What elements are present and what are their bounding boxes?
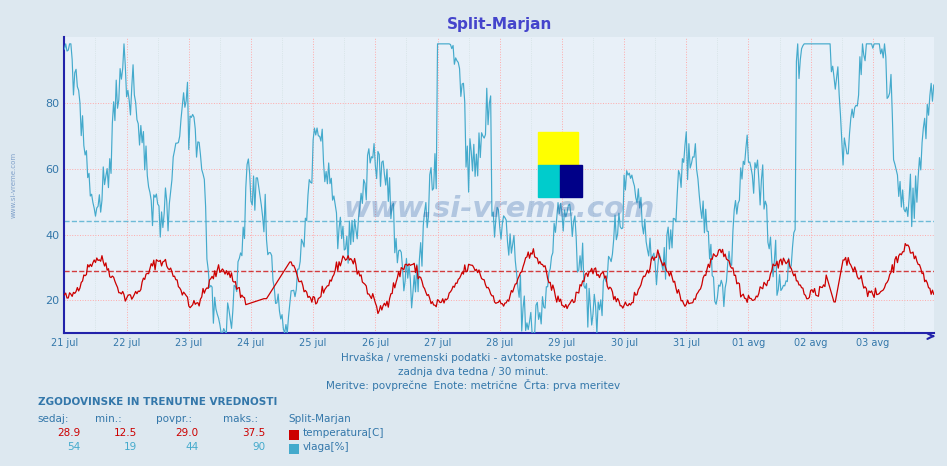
Text: ZGODOVINSKE IN TRENUTNE VREDNOSTI: ZGODOVINSKE IN TRENUTNE VREDNOSTI: [38, 397, 277, 407]
Bar: [560, 164, 581, 197]
Text: maks.:: maks.:: [223, 414, 258, 424]
Text: povpr.:: povpr.:: [156, 414, 192, 424]
Title: Split-Marjan: Split-Marjan: [446, 17, 552, 32]
Bar: [538, 164, 560, 197]
Text: 28.9: 28.9: [57, 428, 80, 438]
Text: www.si-vreme.com: www.si-vreme.com: [344, 195, 654, 223]
Text: 90: 90: [252, 442, 265, 452]
Text: Meritve: povprečne  Enote: metrične  Črta: prva meritev: Meritve: povprečne Enote: metrične Črta:…: [327, 379, 620, 391]
Text: Hrvaška / vremenski podatki - avtomatske postaje.: Hrvaška / vremenski podatki - avtomatske…: [341, 353, 606, 363]
Text: 44: 44: [186, 442, 199, 452]
Text: 29.0: 29.0: [176, 428, 199, 438]
Text: zadnja dva tedna / 30 minut.: zadnja dva tedna / 30 minut.: [399, 367, 548, 377]
Text: min.:: min.:: [95, 414, 121, 424]
Text: 19: 19: [124, 442, 137, 452]
Text: 54: 54: [67, 442, 80, 452]
Text: www.si-vreme.com: www.si-vreme.com: [11, 152, 17, 218]
Text: 37.5: 37.5: [241, 428, 265, 438]
Text: Split-Marjan: Split-Marjan: [289, 414, 351, 424]
Text: 12.5: 12.5: [114, 428, 137, 438]
Text: temperatura[C]: temperatura[C]: [303, 428, 384, 438]
Text: sedaj:: sedaj:: [38, 414, 69, 424]
Bar: [538, 132, 579, 164]
Text: vlaga[%]: vlaga[%]: [303, 442, 349, 452]
